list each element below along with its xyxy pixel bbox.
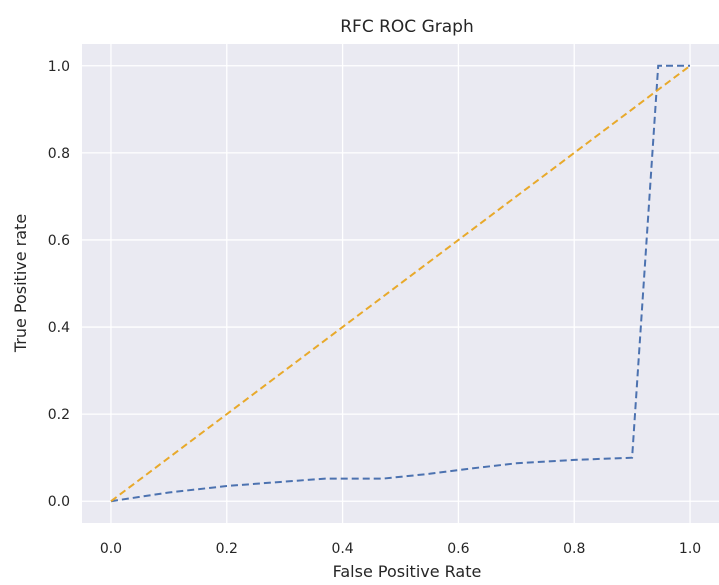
roc-curve-line <box>110 64 690 503</box>
x-tick-label: 0.4 <box>331 541 353 557</box>
grid-lines <box>82 44 719 523</box>
x-tick-label: 0.0 <box>100 541 122 557</box>
x-tick-label: 0.8 <box>563 541 585 557</box>
y-tick-label: 0.8 <box>48 146 70 162</box>
y-axis-label: True Positive rate <box>11 214 30 353</box>
x-tick-label: 0.6 <box>447 541 469 557</box>
y-tick-label: 0.6 <box>48 233 70 249</box>
y-tick-label: 0.0 <box>48 494 70 510</box>
x-tick-label: 0.2 <box>216 541 238 557</box>
x-tick-label: 1.0 <box>679 541 701 557</box>
x-ticks: 0.0 0.2 0.4 0.6 0.8 1.0 <box>100 541 701 557</box>
y-tick-label: 1.0 <box>48 59 70 75</box>
series-group <box>110 64 691 503</box>
y-tick-label: 0.4 <box>48 320 70 336</box>
chart-title: RFC ROC Graph <box>340 17 473 37</box>
y-ticks: 0.0 0.2 0.4 0.6 0.8 1.0 <box>48 59 70 510</box>
y-tick-label: 0.2 <box>48 407 70 423</box>
x-axis-label: False Positive Rate <box>333 562 482 581</box>
